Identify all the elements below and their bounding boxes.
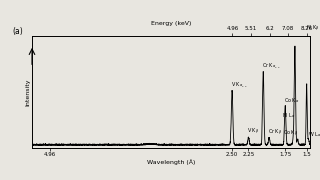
X-axis label: Energy (keV): Energy (keV) [151, 21, 191, 26]
Text: Cr K$_{\alpha_{1,2}}$: Cr K$_{\alpha_{1,2}}$ [262, 62, 280, 71]
Text: W L$_{\alpha}$: W L$_{\alpha}$ [308, 130, 320, 139]
Text: V K$_{\beta}$: V K$_{\beta}$ [247, 127, 260, 137]
X-axis label: Wavelength (Å): Wavelength (Å) [147, 159, 196, 165]
Text: Cr K$_{\beta}$: Cr K$_{\beta}$ [268, 128, 282, 138]
Text: Co K$_{\beta}$: Co K$_{\beta}$ [283, 129, 298, 139]
Text: Ni L$_{\alpha}$: Ni L$_{\alpha}$ [282, 111, 295, 120]
Y-axis label: Intensity: Intensity [26, 78, 31, 105]
Text: (a): (a) [12, 27, 23, 36]
Text: Co K$_{\alpha}$: Co K$_{\alpha}$ [284, 96, 300, 105]
Text: V K$_{\alpha_{1,2}}$: V K$_{\alpha_{1,2}}$ [231, 81, 247, 90]
Text: Ni K$_{\beta}$: Ni K$_{\beta}$ [306, 24, 319, 34]
Text: Ni K$_{\alpha}$: Ni K$_{\alpha}$ [282, 0, 296, 2]
